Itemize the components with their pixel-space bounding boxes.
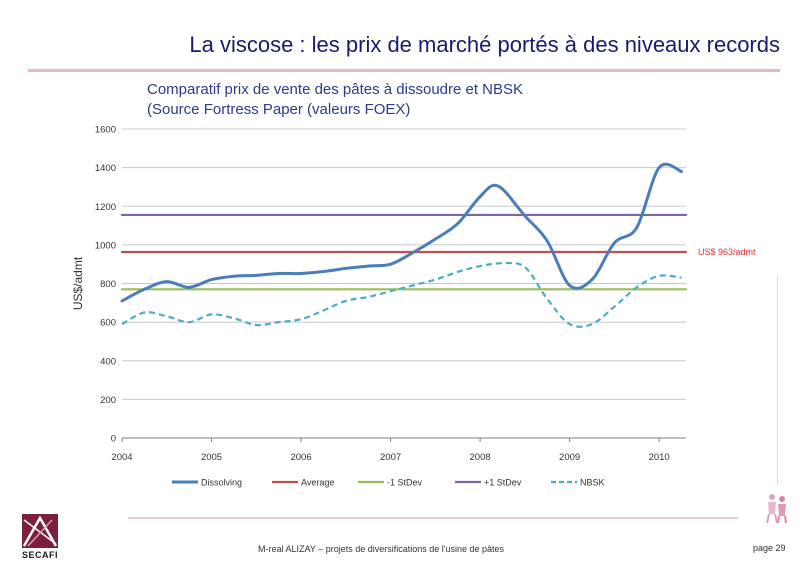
chart-title-line-1: Comparatif prix de vente des pâtes à dis… [147,81,524,98]
footer-divider [128,517,738,519]
x-tick-label: 2005 [201,452,222,463]
y-tick-label: 400 [100,356,116,367]
title-divider [28,69,780,72]
x-tick-label: 2007 [380,452,401,463]
series-line-dissolving [120,162,683,303]
y-tick-label: 1600 [95,125,116,136]
series-line-nbsk [121,261,682,328]
y-tick-label: 1400 [95,163,116,174]
x-tick-label: 2009 [559,452,580,463]
annotation-label: US$ 963/admt [698,247,756,257]
legend-label-plus_stdev: +1 StDev [484,478,522,488]
secafi-logo: SECAFI [22,514,62,560]
y-tick-label: 800 [100,279,116,290]
legend-label-average: Average [301,478,334,488]
x-tick-label: 2008 [470,452,491,463]
y-tick-label: 0 [111,434,116,445]
footer-text: M-real ALIZAY – projets de diversificati… [258,544,505,554]
x-tick-label: 2010 [649,452,670,463]
figures-decoration-icon [766,494,787,524]
legend-label-minus_stdev: -1 StDev [387,478,423,488]
side-divider [777,275,778,485]
chart-title: Comparatif prix de vente des pâtes à dis… [147,80,523,120]
slide-title: La viscose : les prix de marché portés à… [189,32,780,57]
chart-title-line-2: (Source Fortress Paper (valeurs FOEX) [147,101,411,118]
y-tick-label: 200 [100,395,116,406]
legend-label-nbsk: NBSK [580,478,605,488]
logo-mark-icon [22,514,58,548]
legend-label-dissolving: Dissolving [201,478,242,488]
x-tick-label: 2004 [111,452,132,463]
y-axis-label: US$/admt [71,256,85,310]
x-tick-label: 2006 [290,452,311,463]
y-tick-label: 1200 [95,202,116,213]
y-tick-label: 1000 [95,240,116,251]
y-tick-label: 600 [100,318,116,329]
logo-text: SECAFI [22,550,59,560]
page-number: page 29 [753,543,786,553]
